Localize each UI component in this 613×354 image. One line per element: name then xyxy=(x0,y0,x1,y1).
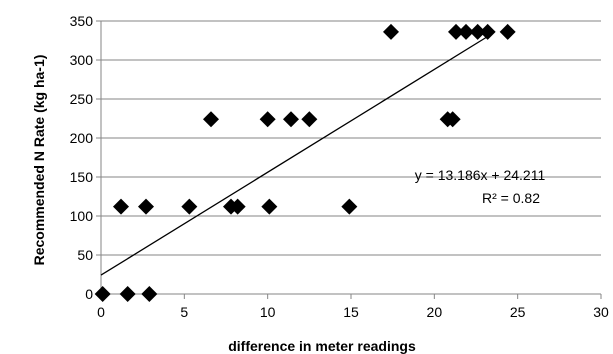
trendline-group xyxy=(100,35,489,276)
trendline-r-squared: R² = 0.82 xyxy=(482,190,540,206)
data-point xyxy=(138,198,154,215)
data-point xyxy=(458,23,474,40)
data-point xyxy=(113,198,129,215)
data-point xyxy=(259,111,276,128)
y-tick-label: 0 xyxy=(85,286,93,302)
grid-lines xyxy=(101,20,601,256)
data-point xyxy=(341,198,358,215)
trendline-equation: y = 13.186x + 24.211 xyxy=(415,167,546,183)
trendline xyxy=(100,35,489,276)
x-tick-label: 25 xyxy=(510,304,526,320)
y-axis-title: Recommended N Rate (kg ha-1) xyxy=(31,55,47,266)
x-tick-label: 30 xyxy=(593,304,609,320)
data-point xyxy=(141,286,158,302)
data-point xyxy=(283,111,299,128)
y-tick-label: 50 xyxy=(77,247,93,263)
y-tick-label: 250 xyxy=(70,91,94,107)
x-tick-label: 15 xyxy=(343,304,359,320)
y-axis-tick-labels: 0 50 100 150 200 250 300 350 xyxy=(70,13,94,302)
data-point xyxy=(261,198,278,215)
x-axis-tick-labels: 0 5 10 15 20 25 30 xyxy=(97,304,609,320)
y-tick-label: 350 xyxy=(70,13,94,29)
data-point xyxy=(203,111,219,128)
data-point xyxy=(479,23,496,40)
x-tick-label: 0 xyxy=(97,304,105,320)
data-point xyxy=(301,111,318,128)
x-axis-title: difference in meter readings xyxy=(228,338,416,354)
x-tick-label: 20 xyxy=(427,304,443,320)
axes xyxy=(96,20,602,299)
data-point xyxy=(119,286,136,302)
data-point xyxy=(94,286,111,302)
data-point xyxy=(469,23,486,40)
data-points xyxy=(94,23,516,302)
data-point xyxy=(444,111,461,128)
data-point xyxy=(448,23,464,40)
data-point xyxy=(229,198,246,215)
data-point xyxy=(383,23,399,40)
y-tick-label: 150 xyxy=(70,169,94,185)
data-point xyxy=(499,23,516,40)
x-tick-label: 10 xyxy=(260,304,276,320)
y-tick-label: 200 xyxy=(70,130,94,146)
x-tick-label: 5 xyxy=(180,304,188,320)
y-tick-label: 300 xyxy=(70,52,94,68)
y-tick-label: 100 xyxy=(70,208,94,224)
data-point xyxy=(181,198,198,215)
